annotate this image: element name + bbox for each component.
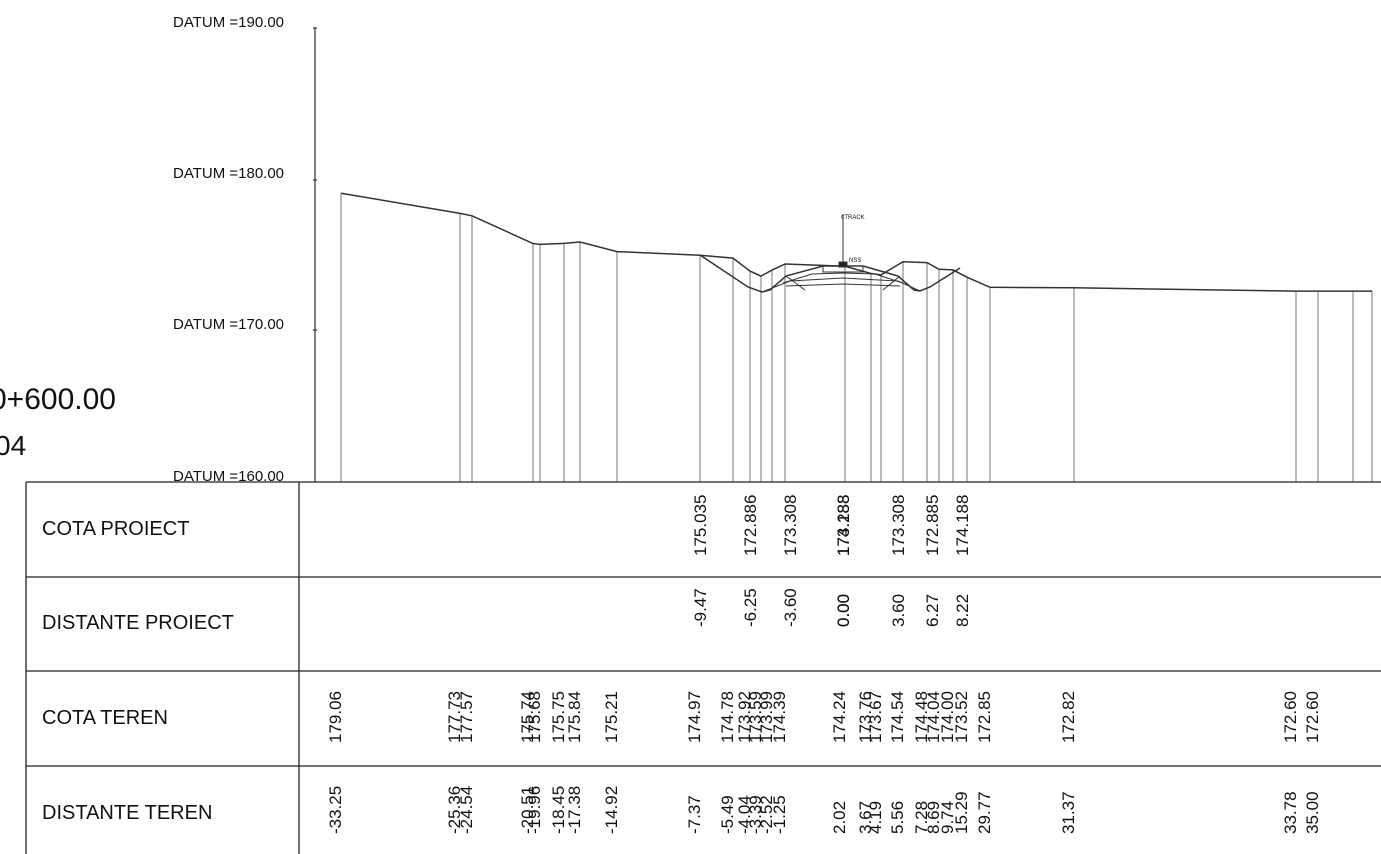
terrain-cota-value: 177.73 <box>445 691 464 743</box>
datum-label-180: DATUM =180.00 <box>173 165 284 182</box>
terrain-distante-value: 15.29 <box>952 791 971 834</box>
terrain-cota-value: 173.52 <box>952 691 971 743</box>
design-cota-value: 175.035 <box>691 495 710 556</box>
row-label-cota-proiect: COTA PROIECT <box>42 518 190 540</box>
terrain-profile-line <box>340 192 1372 292</box>
terrain-cota-value: 174.24 <box>830 691 849 743</box>
terrain-distante-value: 33.78 <box>1281 791 1300 834</box>
terrain-cota-value: 175.84 <box>565 691 584 743</box>
terrain-cota-value: 172.85 <box>975 691 994 743</box>
design-distante-value: -9.47 <box>691 588 710 627</box>
terrain-cota-value: 173.99 <box>757 691 776 743</box>
datum-label-160: DATUM =160.00 <box>173 468 284 485</box>
terrain-distante-value: -33.25 <box>326 786 345 834</box>
terrain-distante-value: -17.38 <box>565 786 584 834</box>
terrain-cota-value: 175.74 <box>518 691 537 743</box>
terrain-cota-value: 175.21 <box>602 691 621 743</box>
design-cota-value: 173.288 <box>834 495 853 556</box>
terrain-distante-value: 31.37 <box>1059 791 1078 834</box>
station-chainage: 0+600.00 <box>0 383 116 416</box>
terrain-distante-value: -19.96 <box>525 786 544 834</box>
terrain-cota-value: 174.39 <box>770 691 789 743</box>
terrain-distante-value: 35.00 <box>1303 791 1322 834</box>
terrain-cota-value: 174.97 <box>685 691 704 743</box>
nss-marker <box>838 261 848 268</box>
track-embankment <box>761 214 921 293</box>
row-label-cota-teren: COTA TEREN <box>42 707 168 729</box>
terrain-distante-value: 3.67 <box>856 801 875 834</box>
design-distante-value: -3.60 <box>781 588 800 627</box>
terrain-cota-value: 172.82 <box>1059 691 1078 743</box>
nss-annotation: NSS <box>849 258 861 264</box>
terrain-cota-value: 173.67 <box>866 691 885 743</box>
terrain-cota-value: 174.54 <box>888 691 907 743</box>
terrain-distante-value: -1.25 <box>770 795 789 834</box>
terrain-distante-value: -20.51 <box>518 786 537 834</box>
design-cota-value: 173.308 <box>781 495 800 556</box>
terrain-distante-value: -4.04 <box>735 795 754 834</box>
terrain-verticals <box>340 193 1373 482</box>
terrain-distante-value: 29.77 <box>975 791 994 834</box>
terrain-distante-value: -18.45 <box>549 786 568 834</box>
design-distante-value: 8.22 <box>953 594 972 627</box>
terrain-cota-value: 175.68 <box>525 691 544 743</box>
datum-label-190: DATUM =190.00 <box>173 14 284 31</box>
row-label-distante-teren: DISTANTE TEREN <box>42 802 213 824</box>
terrain-distante-value: -14.92 <box>602 786 621 834</box>
terrain-distante-value: -25.36 <box>445 786 464 834</box>
terrain-cota-value: 172.60 <box>1281 691 1300 743</box>
datum-label-170: DATUM =170.00 <box>173 316 284 333</box>
design-distante-value: 6.27 <box>923 594 942 627</box>
terrain-distante-value: 7.28 <box>912 801 931 834</box>
design-cota-value: 173.308 <box>889 495 908 556</box>
design-distante-value: -6.25 <box>741 588 760 627</box>
track-annotation: ¢TRACK <box>841 215 865 221</box>
terrain-cota-value: 177.57 <box>457 691 476 743</box>
terrain-distante-value: -3.39 <box>746 795 765 834</box>
terrain-distante-value: 9.74 <box>938 801 957 834</box>
terrain-cota-value: 175.75 <box>549 691 568 743</box>
terrain-cota-value: 173.76 <box>856 691 875 743</box>
terrain-cota-value: 174.04 <box>924 691 943 743</box>
terrain-cota-value: 173.59 <box>746 691 765 743</box>
terrain-distante-value: -7.37 <box>685 795 704 834</box>
terrain-distante-value: -5.49 <box>718 795 737 834</box>
terrain-cota-value: 179.06 <box>326 691 345 743</box>
terrain-distante-value: 8.69 <box>924 801 943 834</box>
terrain-cota-value: 172.60 <box>1303 691 1322 743</box>
design-cota-value: 172.885 <box>923 495 942 556</box>
data-table-grid <box>25 481 1381 854</box>
design-distante-value: 3.60 <box>889 594 908 627</box>
terrain-distante-value: -24.54 <box>457 786 476 834</box>
design-cota-value: 174.188 <box>953 495 972 556</box>
terrain-distante-value: 5.56 <box>888 801 907 834</box>
terrain-cota-value: 174.78 <box>718 691 737 743</box>
design-distante-value: 0.00 <box>834 594 853 627</box>
design-cota-value: 174.188 <box>834 495 853 556</box>
terrain-distante-value: 2.02 <box>830 801 849 834</box>
row-label-distante-proiect: DISTANTE PROIECT <box>42 612 234 634</box>
terrain-distante-value: -2.52 <box>757 795 776 834</box>
design-cota-value: 172.886 <box>741 495 760 556</box>
terrain-cota-value: 174.48 <box>912 691 931 743</box>
station-value-fragment: 04 <box>0 430 27 461</box>
terrain-distante-value: 4.19 <box>866 801 885 834</box>
design-distante-value: 0.00 <box>834 594 853 627</box>
terrain-cota-value: 174.00 <box>938 691 957 743</box>
terrain-cota-value: 173.92 <box>735 691 754 743</box>
